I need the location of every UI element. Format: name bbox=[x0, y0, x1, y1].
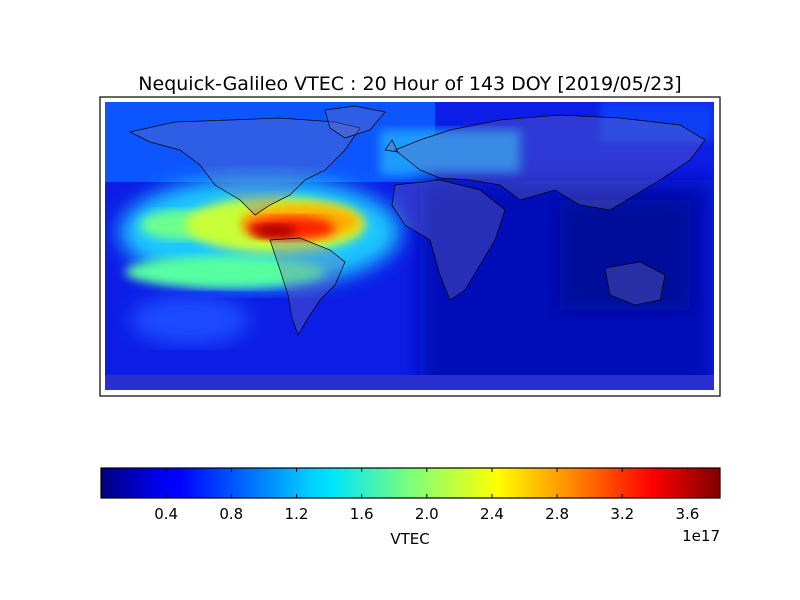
colorbar-tick-label: 2.0 bbox=[415, 505, 439, 523]
colorbar-label: VTEC bbox=[390, 530, 429, 548]
colorbar-tick-label: 3.6 bbox=[675, 505, 699, 523]
colorbar-tick-label: 1.6 bbox=[350, 505, 374, 523]
map-title: Nequick-Galileo VTEC : 20 Hour of 143 DO… bbox=[138, 73, 681, 95]
colorbar bbox=[100, 467, 721, 499]
map-frame bbox=[99, 96, 721, 397]
colorbar-multiplier: 1e17 bbox=[682, 527, 720, 545]
colorbar-tick-label: 2.8 bbox=[545, 505, 569, 523]
eurasia bbox=[394, 114, 706, 211]
south-america bbox=[269, 237, 346, 336]
colorbar-ticks: 0.4 0.8 1.2 1.6 2.0 2.4 2.8 3.2 3.6 bbox=[154, 468, 699, 523]
uk bbox=[384, 139, 399, 153]
africa bbox=[391, 179, 506, 301]
colorbar-tick-label: 0.8 bbox=[219, 505, 243, 523]
colorbar-tick-label: 2.4 bbox=[480, 505, 504, 523]
land-masses bbox=[128, 105, 706, 336]
greenland bbox=[324, 105, 386, 139]
colorbar-tick-label: 1.2 bbox=[285, 505, 309, 523]
antarctica bbox=[105, 375, 714, 390]
australia bbox=[604, 261, 666, 306]
vtec-heatmap bbox=[105, 102, 714, 390]
north-america bbox=[128, 117, 361, 216]
colorbar-tick-label: 0.4 bbox=[154, 505, 178, 523]
colorbar-tick-label: 3.2 bbox=[610, 505, 634, 523]
